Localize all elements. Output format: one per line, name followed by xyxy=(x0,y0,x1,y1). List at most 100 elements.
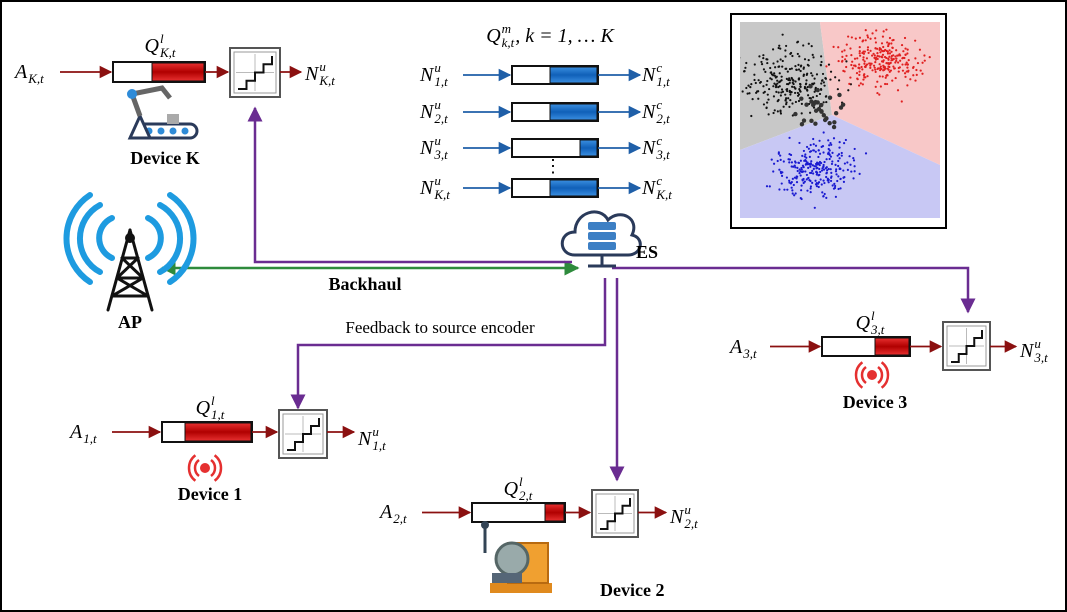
scatter-dot xyxy=(773,95,775,97)
scatter-dot xyxy=(867,36,869,38)
scatter-dot xyxy=(778,169,780,171)
scatter-dot xyxy=(924,60,926,62)
scatter-dot xyxy=(776,82,778,84)
scatter-dot xyxy=(882,61,884,63)
scatter-dot xyxy=(906,84,908,86)
scatter-dot xyxy=(845,55,847,57)
scatter-dot xyxy=(816,185,818,187)
scatter-dot xyxy=(812,96,814,98)
scatter-dot xyxy=(810,191,812,193)
scatter-dot xyxy=(902,57,904,59)
scatter-dot xyxy=(772,85,774,87)
scatter-dot xyxy=(800,174,802,176)
scatter-dot xyxy=(887,58,889,60)
scatter-dot xyxy=(767,98,769,100)
scatter-dot xyxy=(914,57,916,59)
subscript: K,t xyxy=(159,45,176,60)
scatter-dot xyxy=(798,162,800,164)
scatter-dot xyxy=(750,83,752,85)
subscript: 3,t xyxy=(870,322,885,337)
ellipsis: ⋮ xyxy=(544,156,562,176)
scatter-dot xyxy=(774,75,776,77)
machine-icon xyxy=(481,521,552,593)
scatter-dot xyxy=(883,69,885,71)
scatter-dot xyxy=(837,88,839,90)
scatter-dot xyxy=(819,153,821,155)
scatter-dot xyxy=(902,70,904,72)
scatter-dot xyxy=(762,85,764,87)
scatter-dot xyxy=(907,70,909,72)
subscript: 3,t xyxy=(433,147,448,162)
subscript: K,t xyxy=(318,73,335,88)
scatter-dot xyxy=(825,65,827,67)
scatter-dot xyxy=(865,29,867,31)
scatter-dot xyxy=(830,156,832,158)
outlier-dot xyxy=(804,102,808,106)
wave xyxy=(862,367,866,383)
outlier-dot xyxy=(799,96,803,100)
scatter-dot xyxy=(908,59,910,61)
roller xyxy=(158,128,165,135)
wheel xyxy=(496,543,528,575)
scatter-dot xyxy=(774,66,776,68)
scatter-dot xyxy=(804,155,806,157)
scatter-dot xyxy=(857,67,859,69)
symbol: Q xyxy=(856,312,871,334)
scatter-dot xyxy=(889,71,891,73)
scatter-dot xyxy=(851,36,853,38)
knob xyxy=(481,521,489,529)
scatter-dot xyxy=(862,39,864,41)
outlier-dot xyxy=(813,122,817,126)
scatter-dot xyxy=(899,66,901,68)
es-cloud xyxy=(562,212,640,266)
robot-icon xyxy=(127,88,197,138)
scatter-dot xyxy=(800,86,802,88)
scatter-dot xyxy=(841,155,843,157)
scatter-dot xyxy=(809,187,811,189)
scatter-dot xyxy=(874,61,876,63)
scatter-dot xyxy=(811,170,813,172)
scatter-dot xyxy=(795,177,797,179)
scatter-dot xyxy=(823,164,825,166)
scatter-dot xyxy=(792,192,794,194)
scatter-dot xyxy=(867,49,869,51)
scatter-dot xyxy=(914,79,916,81)
scatter-dot xyxy=(762,57,764,59)
scatter-dot xyxy=(880,85,882,87)
scatter-dot xyxy=(784,55,786,57)
scatter-dot xyxy=(822,195,824,197)
scatter-dot xyxy=(797,64,799,66)
symbol: A xyxy=(68,421,83,443)
scatter-dot xyxy=(830,177,832,179)
scatter-dot xyxy=(822,73,824,75)
scatter-dot xyxy=(766,106,768,108)
subscript: 3,t xyxy=(655,147,670,162)
scatter-dot xyxy=(811,182,813,184)
scatter-dot xyxy=(841,60,843,62)
scatter-dot xyxy=(773,72,775,74)
arm xyxy=(132,88,170,116)
scatter-dot xyxy=(825,197,827,199)
device-label: Device 1 xyxy=(178,484,242,504)
scatter-dot xyxy=(829,158,831,160)
scatter-dot xyxy=(777,99,779,101)
scatter-dot xyxy=(787,97,789,99)
scatter-dot xyxy=(837,165,839,167)
scatter-dot xyxy=(921,73,923,75)
feedback-link xyxy=(298,278,605,408)
scatter-dot xyxy=(862,59,864,61)
scatter-dot xyxy=(799,90,801,92)
scatter-dot xyxy=(871,69,873,71)
scatter-dot xyxy=(763,68,765,70)
scatter-dot xyxy=(778,153,780,155)
scatter-dot xyxy=(897,61,899,63)
scatter-dot xyxy=(801,103,803,105)
scatter-dot xyxy=(786,88,788,90)
scatter-dot xyxy=(827,139,829,141)
scatter-dot xyxy=(862,78,864,80)
scatter-dot xyxy=(835,168,837,170)
scatter-dot xyxy=(838,60,840,62)
scatter-dot xyxy=(787,83,789,85)
scatter-dot xyxy=(826,172,828,174)
math-label: Ql1,t xyxy=(196,393,225,422)
